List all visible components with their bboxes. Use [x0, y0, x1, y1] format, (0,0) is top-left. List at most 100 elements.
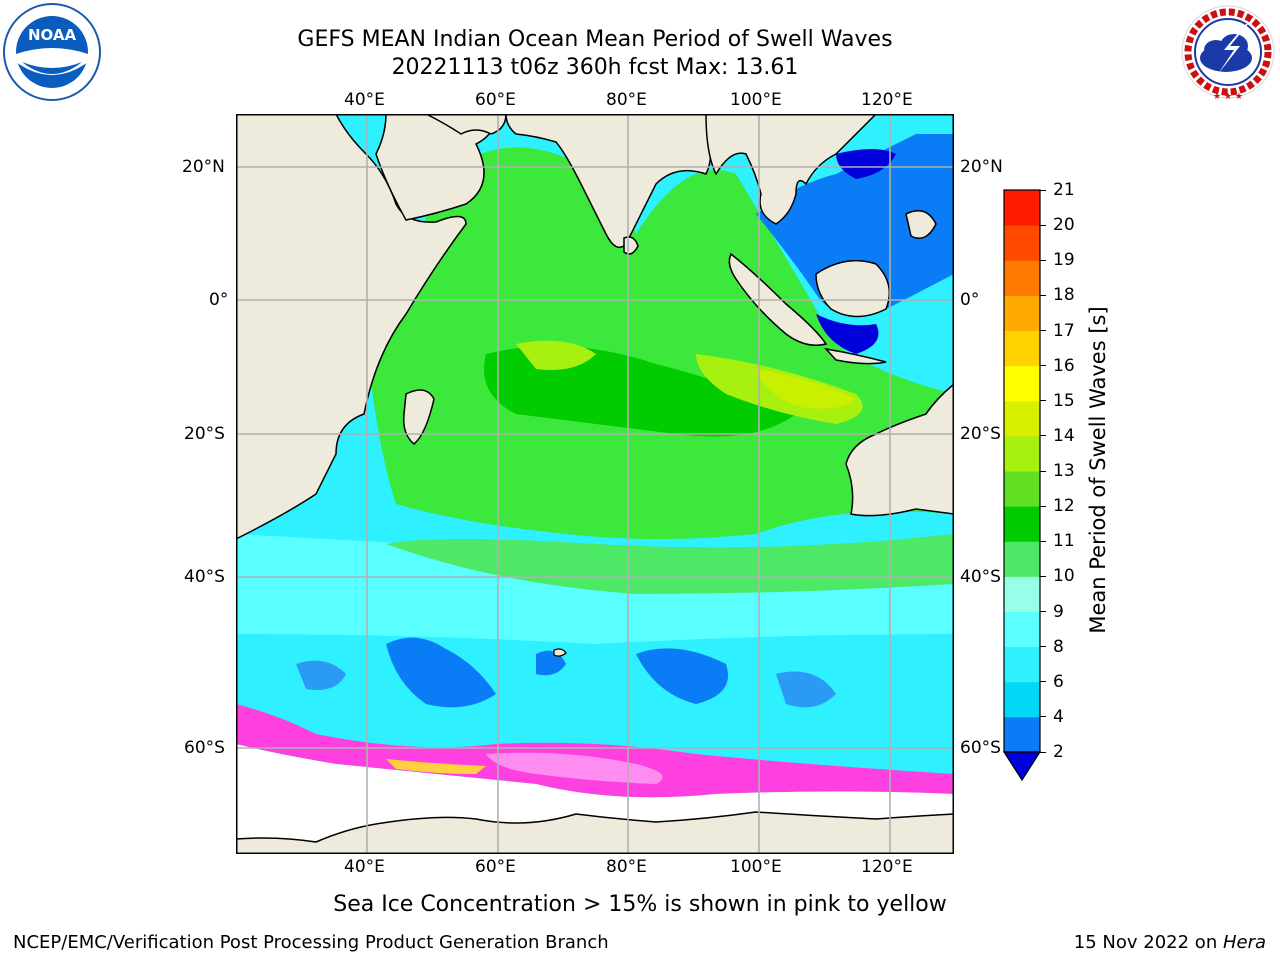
- colorbar-tick-mark: [1040, 470, 1046, 472]
- colorbar-tick-label: 15: [1053, 390, 1075, 411]
- colorbar-segment-16: [1004, 190, 1040, 226]
- colorbar-segment-4: [1004, 611, 1040, 648]
- colorbar-segment-14: [1004, 260, 1040, 296]
- colorbar-tick-mark: [1040, 330, 1046, 331]
- lon-label-bottom-60e: 60°E: [475, 857, 516, 877]
- colorbar-tick-mark: [1040, 224, 1046, 226]
- lon-label-top-120e: 120°E: [861, 90, 913, 110]
- swell-field-blue-seasia: [756, 134, 954, 317]
- colorbar-title: Mean Period of Swell Waves [s]: [1086, 306, 1110, 634]
- land-java: [823, 347, 887, 365]
- lon-label-top-80e: 80°E: [606, 90, 647, 110]
- colorbar-tick-label: 14: [1053, 425, 1075, 446]
- sea-ice-pink: [486, 752, 663, 784]
- noaa-logo-text: NOAA: [28, 26, 77, 44]
- colorbar-segment-11: [1004, 365, 1040, 402]
- lat-label-left-20s: 20°S: [184, 424, 225, 444]
- map-frame: [236, 114, 954, 854]
- lat-label-right-20n: 20°N: [960, 157, 1003, 177]
- land-india: [505, 114, 712, 249]
- colorbar-svg: [1002, 189, 1042, 782]
- lat-label-right-60s: 60°S: [960, 738, 1001, 758]
- colorbar-tick-label: 21: [1053, 180, 1075, 200]
- colorbar-tick-label: 20: [1053, 215, 1075, 236]
- colorbar-tick-mark: [1040, 681, 1046, 683]
- swell-field-blue-south: [386, 637, 728, 708]
- lat-label-left-0: 0°: [209, 290, 229, 310]
- colorbar-tick-label: 9: [1053, 601, 1064, 622]
- sea-ice-yellow: [386, 759, 886, 816]
- colorbar-tick-label: 8: [1053, 636, 1064, 657]
- land-madagascar: [402, 389, 435, 445]
- lat-label-left-20n: 20°N: [182, 157, 225, 177]
- land-philippines: [905, 209, 937, 239]
- lon-label-top-60e: 60°E: [475, 90, 516, 110]
- title-line2: 20221113 t06z 360h fcst Max: 13.61: [391, 55, 799, 80]
- colorbar-tick-mark: [1040, 611, 1046, 612]
- colorbar-segment-15: [1004, 225, 1040, 261]
- swell-field-yellowgreen: [516, 340, 863, 424]
- title-line1: GEFS MEAN Indian Ocean Mean Period of Sw…: [297, 27, 893, 52]
- colorbar-segment-6: [1004, 541, 1040, 577]
- swell-field-green-main: [366, 147, 954, 540]
- lon-label-top-100e: 100°E: [730, 90, 782, 110]
- colorbar-tick-label: 2: [1053, 742, 1064, 762]
- colorbar-tick-label: 4: [1053, 706, 1064, 727]
- colorbar-tick-label: 11: [1053, 531, 1075, 552]
- star-row-icon: ★ ★ ★: [1213, 92, 1243, 102]
- colorbar-segment-5: [1004, 576, 1040, 612]
- colorbar-segment-2: [1004, 681, 1040, 718]
- colorbar-segment-10: [1004, 400, 1040, 437]
- land-persia: [425, 114, 507, 135]
- lat-label-right-20s: 20°S: [960, 424, 1001, 444]
- colorbar-tick-mark: [1040, 540, 1046, 542]
- colorbar-tick-label: 19: [1053, 250, 1075, 271]
- colorbar-tick-mark: [1040, 751, 1046, 753]
- footer-credit: NCEP/EMC/Verification Post Processing Pr…: [13, 932, 609, 953]
- colorbar-tick-label: 13: [1053, 461, 1075, 481]
- colorbar-extend-triangle: [1002, 751, 1042, 782]
- colorbar-segment-13: [1004, 295, 1040, 331]
- land-antarctica: [236, 811, 954, 854]
- footer-date: 15 Nov 2022 on Hera: [1074, 932, 1266, 954]
- colorbar-tick-label: 18: [1053, 285, 1075, 306]
- land-kerguelen: [553, 648, 567, 657]
- lon-label-bottom-40e: 40°E: [344, 857, 385, 877]
- map-panel: [236, 114, 954, 854]
- graticule: [236, 114, 954, 854]
- colorbar-tick-label: 16: [1053, 355, 1075, 376]
- nws-logo: ★ ★ ★: [1178, 2, 1278, 102]
- colorbar-segment-9: [1004, 435, 1040, 472]
- sea-ice-magenta: [236, 704, 954, 798]
- colorbar-segment-1: [1004, 716, 1040, 753]
- lon-label-bottom-120e: 120°E: [861, 857, 913, 877]
- colorbar-segment-3: [1004, 646, 1040, 683]
- land-indochina: [705, 114, 878, 225]
- colorbar-tick-label: 10: [1053, 566, 1075, 587]
- colorbar-segment-12: [1004, 330, 1040, 367]
- colorbar-tick-mark: [1040, 365, 1046, 367]
- colorbar-tick-mark: [1040, 505, 1046, 507]
- colorbar-tick-mark: [1040, 259, 1046, 261]
- footer-machine: Hera: [1222, 932, 1266, 953]
- land-australia: [845, 383, 954, 517]
- map-svg: [236, 114, 954, 854]
- footer-date-text: 15 Nov 2022 on: [1073, 932, 1223, 953]
- swell-field-green-10: [386, 534, 954, 594]
- colorbar-tick-mark: [1040, 646, 1046, 648]
- lon-label-bottom-100e: 100°E: [730, 857, 782, 877]
- colorbar: [1000, 186, 1046, 786]
- colorbar-segment-8: [1004, 471, 1040, 507]
- noaa-logo: NOAA: [2, 2, 102, 102]
- swell-field-yellowgreen-2: [756, 369, 856, 409]
- colorbar-tick-label: 6: [1053, 671, 1064, 692]
- colorbar-tick-label: 12: [1053, 496, 1075, 517]
- colorbar-tick-mark: [1040, 189, 1046, 191]
- colorbar-tick-mark: [1040, 575, 1046, 577]
- sea-ice-note: Sea Ice Concentration > 15% is shown in …: [333, 892, 947, 917]
- lat-label-left-40s: 40°S: [184, 567, 225, 587]
- lon-label-bottom-80e: 80°E: [606, 857, 647, 877]
- lat-label-right-40s: 40°S: [960, 567, 1001, 587]
- lat-label-left-60s: 60°S: [184, 738, 225, 758]
- colorbar-tick-label: 17: [1053, 320, 1075, 341]
